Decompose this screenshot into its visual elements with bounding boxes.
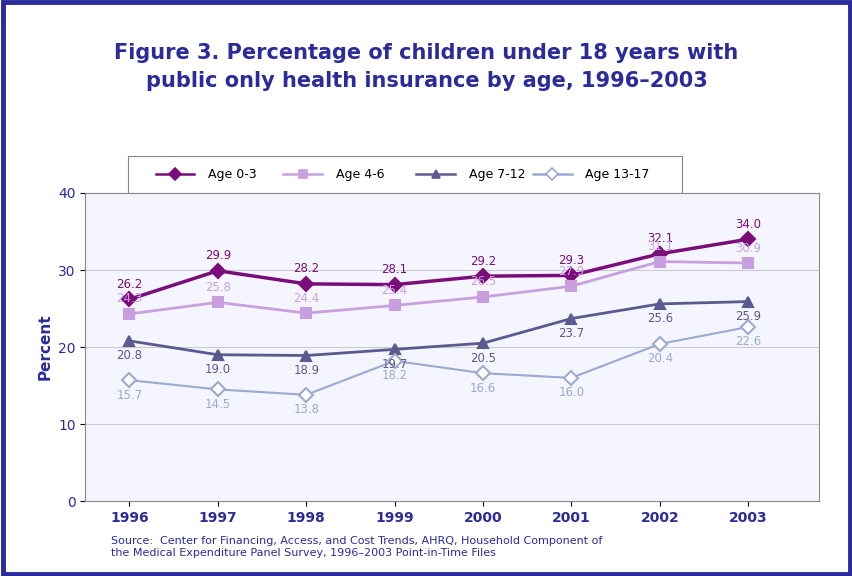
Text: 34.0: 34.0	[734, 218, 760, 231]
Text: Age 13-17: Age 13-17	[584, 168, 649, 181]
Text: 28.1: 28.1	[381, 263, 407, 276]
Text: 25.8: 25.8	[204, 281, 231, 294]
Text: 20.5: 20.5	[469, 352, 496, 365]
Text: 19.0: 19.0	[204, 363, 231, 376]
Text: 31.1: 31.1	[646, 240, 672, 253]
Text: 25.6: 25.6	[646, 312, 672, 325]
Text: Figure 3. Percentage of children under 18 years with
public only health insuranc: Figure 3. Percentage of children under 1…	[114, 43, 738, 92]
Text: 30.9: 30.9	[734, 241, 760, 255]
Text: Age 7-12: Age 7-12	[469, 168, 525, 181]
Text: 15.7: 15.7	[116, 389, 142, 401]
Text: 19.7: 19.7	[381, 358, 407, 371]
Text: 26.2: 26.2	[116, 278, 142, 291]
Text: 23.7: 23.7	[558, 327, 584, 340]
Text: 20.4: 20.4	[646, 353, 672, 365]
Y-axis label: Percent: Percent	[37, 314, 52, 380]
Text: 26.5: 26.5	[469, 275, 496, 289]
Text: 16.6: 16.6	[469, 382, 496, 395]
Text: 22.6: 22.6	[734, 335, 760, 348]
Text: 25.9: 25.9	[734, 310, 760, 323]
Text: 28.2: 28.2	[293, 263, 319, 275]
Text: 16.0: 16.0	[558, 386, 584, 399]
Text: 18.2: 18.2	[381, 369, 407, 382]
Text: Age 0-3: Age 0-3	[208, 168, 256, 181]
Text: 24.4: 24.4	[293, 291, 319, 305]
Text: 14.5: 14.5	[204, 398, 231, 411]
Text: Age 4-6: Age 4-6	[336, 168, 384, 181]
Text: 25.4: 25.4	[381, 284, 407, 297]
Text: 32.1: 32.1	[646, 232, 672, 245]
Text: Source:  Center for Financing, Access, and Cost Trends, AHRQ, Household Componen: Source: Center for Financing, Access, an…	[111, 536, 602, 558]
Text: 29.9: 29.9	[204, 249, 231, 262]
Text: 20.8: 20.8	[117, 350, 142, 362]
Text: 18.9: 18.9	[293, 364, 319, 377]
Text: 27.9: 27.9	[557, 265, 584, 278]
Text: 13.8: 13.8	[293, 403, 319, 416]
Text: 24.3: 24.3	[116, 293, 142, 305]
Text: 29.2: 29.2	[469, 255, 496, 268]
Text: 29.3: 29.3	[558, 254, 584, 267]
